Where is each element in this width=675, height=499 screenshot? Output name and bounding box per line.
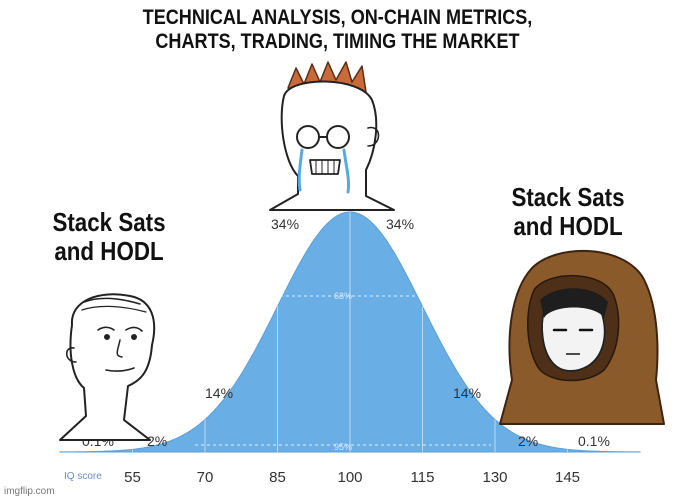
nerd-ear: [367, 126, 380, 147]
hooded-face: [541, 302, 606, 372]
wojak-head: [59, 293, 156, 441]
nerd-mouth: [309, 159, 341, 175]
wojak-eye-right: [131, 334, 137, 340]
band-label-left-14: 14%: [205, 385, 233, 401]
band-label-far-right: 0.1%: [578, 433, 610, 449]
x-tick-label: 130: [482, 469, 507, 486]
crying-nerd-character: [269, 61, 395, 211]
hooded-character-right: [499, 250, 665, 425]
range-68-label: 68%: [334, 291, 352, 301]
band-label-right-2: 2%: [518, 433, 538, 449]
wojak-hair-2: [81, 305, 147, 313]
x-tick-label: 100: [337, 469, 362, 486]
sd-gridlines: [132, 212, 568, 452]
left-caption: Stack Sats and HODL: [52, 207, 166, 267]
range-95-label: 95%: [334, 442, 352, 452]
wojak-hair: [83, 297, 141, 305]
x-axis-ticks: 55 70 85 100 115 130 145: [124, 469, 580, 486]
band-label-right-14: 14%: [453, 385, 481, 401]
x-tick-label: 85: [269, 469, 286, 486]
wojak-mouth: [105, 367, 135, 372]
band-label-right-34: 34%: [386, 216, 414, 232]
wojak-ear: [65, 347, 77, 363]
wojak-brow-right: [125, 326, 143, 332]
imgflip-watermark: imgflip.com: [4, 486, 55, 497]
wojak-nose: [116, 339, 123, 358]
x-axis-label: IQ score: [64, 471, 102, 482]
nerd-tears: [297, 148, 350, 194]
nerd-teeth: [315, 159, 335, 175]
wojak-eye-left: [104, 334, 110, 340]
wojak-character-left: [59, 293, 156, 441]
hooded-hair: [540, 288, 608, 318]
wojak-brow-left: [97, 326, 115, 331]
x-tick-label: 70: [197, 469, 214, 486]
band-label-left-2: 2%: [147, 433, 167, 449]
x-tick-label: 145: [555, 469, 580, 486]
band-label-left-34: 34%: [271, 216, 299, 232]
top-caption: TECHNICAL ANALYSIS, ON-CHAIN METRICS, CH…: [142, 6, 533, 53]
x-tick-label: 115: [411, 469, 435, 486]
right-caption: Stack Sats and HODL: [511, 182, 625, 242]
x-tick-label: 55: [124, 469, 141, 486]
